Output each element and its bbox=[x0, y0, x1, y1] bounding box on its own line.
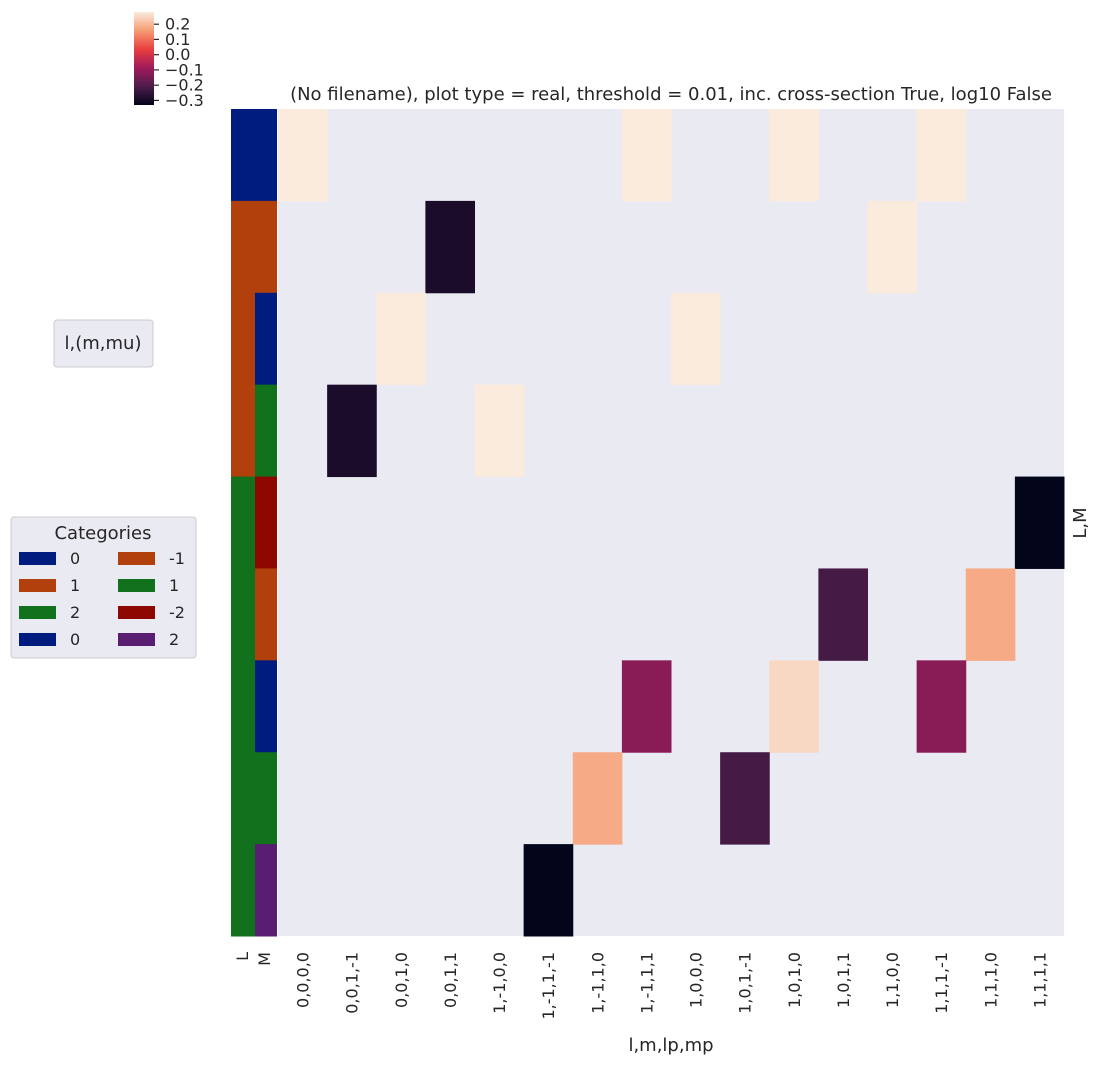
colorbar-tick-label: 0.0 bbox=[165, 45, 190, 64]
x-tick-label: 0,0,0,0 bbox=[294, 952, 313, 1008]
legend-entry-label: 2 bbox=[169, 630, 179, 649]
heatmap-cell bbox=[425, 200, 476, 294]
legend-entry-label: 0 bbox=[70, 630, 80, 649]
x-tick-label: 1,0,1,1 bbox=[834, 952, 853, 1008]
colorbar-gradient bbox=[134, 12, 154, 105]
row-color-L bbox=[231, 292, 255, 386]
colorbar-tick-label: 0.1 bbox=[165, 30, 190, 49]
x-tick-label: 1,-1,1,1 bbox=[637, 952, 656, 1014]
heatmap-cell bbox=[720, 752, 770, 845]
heatmap-cell bbox=[474, 384, 525, 478]
chart-title: (No filename), plot type = real, thresho… bbox=[290, 84, 1052, 105]
legend-entry-label: 1 bbox=[70, 576, 80, 595]
row-color-L bbox=[231, 844, 255, 937]
x-tick-label: 1,-1,1,0 bbox=[588, 952, 607, 1014]
row-color-M bbox=[255, 384, 277, 478]
row-levels-legend-title: l,(m,mu) bbox=[65, 333, 142, 354]
heatmap-cell bbox=[621, 660, 672, 753]
row-color-L bbox=[231, 752, 255, 845]
row-color-M bbox=[255, 200, 277, 294]
row-color-L bbox=[231, 476, 255, 569]
legend-swatch bbox=[19, 552, 56, 565]
x-tick-label: 1,1,1,0 bbox=[981, 952, 1000, 1008]
heatmap-cell bbox=[523, 844, 574, 937]
heatmap-cell bbox=[818, 568, 869, 661]
legend-swatch bbox=[118, 579, 155, 592]
heatmap-cell bbox=[1014, 476, 1065, 569]
heatmap-background bbox=[278, 109, 1064, 936]
x-tick-label: 1,0,1,0 bbox=[785, 952, 804, 1008]
heatmap-cell bbox=[769, 660, 819, 753]
colorbar-tick-label: −0.1 bbox=[165, 60, 204, 79]
x-tick-label: 1,0,0,0 bbox=[687, 952, 706, 1008]
x-tick-label: 0,0,1,-1 bbox=[343, 952, 362, 1014]
row-color-L bbox=[231, 384, 255, 478]
row-levels-legend-frame bbox=[53, 319, 154, 368]
x-tick-label: 1,1,1,1 bbox=[1030, 952, 1049, 1008]
heatmap-cell bbox=[376, 292, 426, 386]
heatmap-cell bbox=[867, 200, 918, 294]
colorbar-tick-label: −0.3 bbox=[165, 91, 204, 110]
legend-entry-label: 2 bbox=[70, 603, 80, 622]
x-tick-label: 0,0,1,0 bbox=[392, 952, 411, 1008]
row-color-L bbox=[231, 200, 255, 294]
x-tick-label: 1,1,1,-1 bbox=[932, 952, 951, 1014]
heatmap-cell bbox=[278, 109, 328, 202]
categories-legend: Categories 0 -1 1 1 2 -2 0 2 bbox=[10, 516, 197, 659]
row-color-M bbox=[255, 568, 277, 661]
row-annotation-label-M: M bbox=[255, 952, 274, 966]
legend-entry-label: -1 bbox=[169, 549, 185, 568]
heatmap-cell bbox=[621, 109, 672, 202]
row-color-L bbox=[231, 109, 255, 202]
heatmap bbox=[278, 109, 1065, 937]
heatmap-cell bbox=[572, 752, 623, 845]
row-levels-legend: l,(m,mu) bbox=[53, 319, 154, 368]
legend-entry-label: -2 bbox=[169, 603, 185, 622]
row-color-M bbox=[255, 844, 277, 937]
legend-swatch bbox=[19, 579, 56, 592]
row-color-M bbox=[255, 752, 277, 845]
categories-legend-entries: 0 -1 1 1 2 -2 0 2 bbox=[19, 549, 185, 649]
row-annotation-label-L: L bbox=[233, 952, 252, 961]
heatmap-cells bbox=[278, 109, 1065, 937]
row-color-annotations bbox=[231, 109, 277, 937]
x-tick-label: 1,0,1,-1 bbox=[736, 952, 755, 1014]
legend-swatch bbox=[118, 606, 155, 619]
legend-entry-label: 0 bbox=[70, 549, 80, 568]
colorbar: 0.20.10.0−0.1−0.2−0.3 bbox=[134, 12, 204, 110]
colorbar-tick-label: 0.2 bbox=[165, 15, 190, 34]
y-axis-label-right: L,M bbox=[1070, 507, 1091, 538]
legend-entry-label: 1 bbox=[169, 576, 179, 595]
heatmap-cell bbox=[965, 568, 1016, 661]
row-color-L bbox=[231, 660, 255, 753]
row-color-M bbox=[255, 109, 277, 202]
row-color-M bbox=[255, 660, 277, 753]
legend-swatch bbox=[19, 633, 56, 646]
row-color-M bbox=[255, 292, 277, 386]
colorbar-ticks: 0.20.10.0−0.1−0.2−0.3 bbox=[154, 15, 204, 110]
legend-swatch bbox=[19, 606, 56, 619]
x-tick-label: 1,1,0,0 bbox=[883, 952, 902, 1008]
row-color-L bbox=[231, 568, 255, 661]
row-color-M bbox=[255, 476, 277, 569]
legend-swatch bbox=[118, 552, 155, 565]
heatmap-cell bbox=[916, 660, 967, 753]
x-tick-label: 1,-1,1,-1 bbox=[539, 952, 558, 1020]
categories-legend-title: Categories bbox=[54, 523, 151, 544]
heatmap-cell bbox=[327, 384, 377, 478]
heatmap-cell bbox=[671, 292, 721, 386]
x-axis-label: l,m,lp,mp bbox=[628, 1035, 713, 1056]
legend-swatch bbox=[118, 633, 155, 646]
colorbar-tick-label: −0.2 bbox=[165, 76, 204, 95]
x-tick-labels: 0,0,0,0 0,0,1,-1 0,0,1,0 0,0,1,1 1,-1,0,0 1,-… bbox=[294, 952, 1050, 1020]
x-tick-label: 1,-1,0,0 bbox=[490, 952, 509, 1014]
heatmap-cell bbox=[916, 109, 967, 202]
heatmap-cell bbox=[769, 109, 819, 202]
x-tick-label: 0,0,1,1 bbox=[441, 952, 460, 1008]
